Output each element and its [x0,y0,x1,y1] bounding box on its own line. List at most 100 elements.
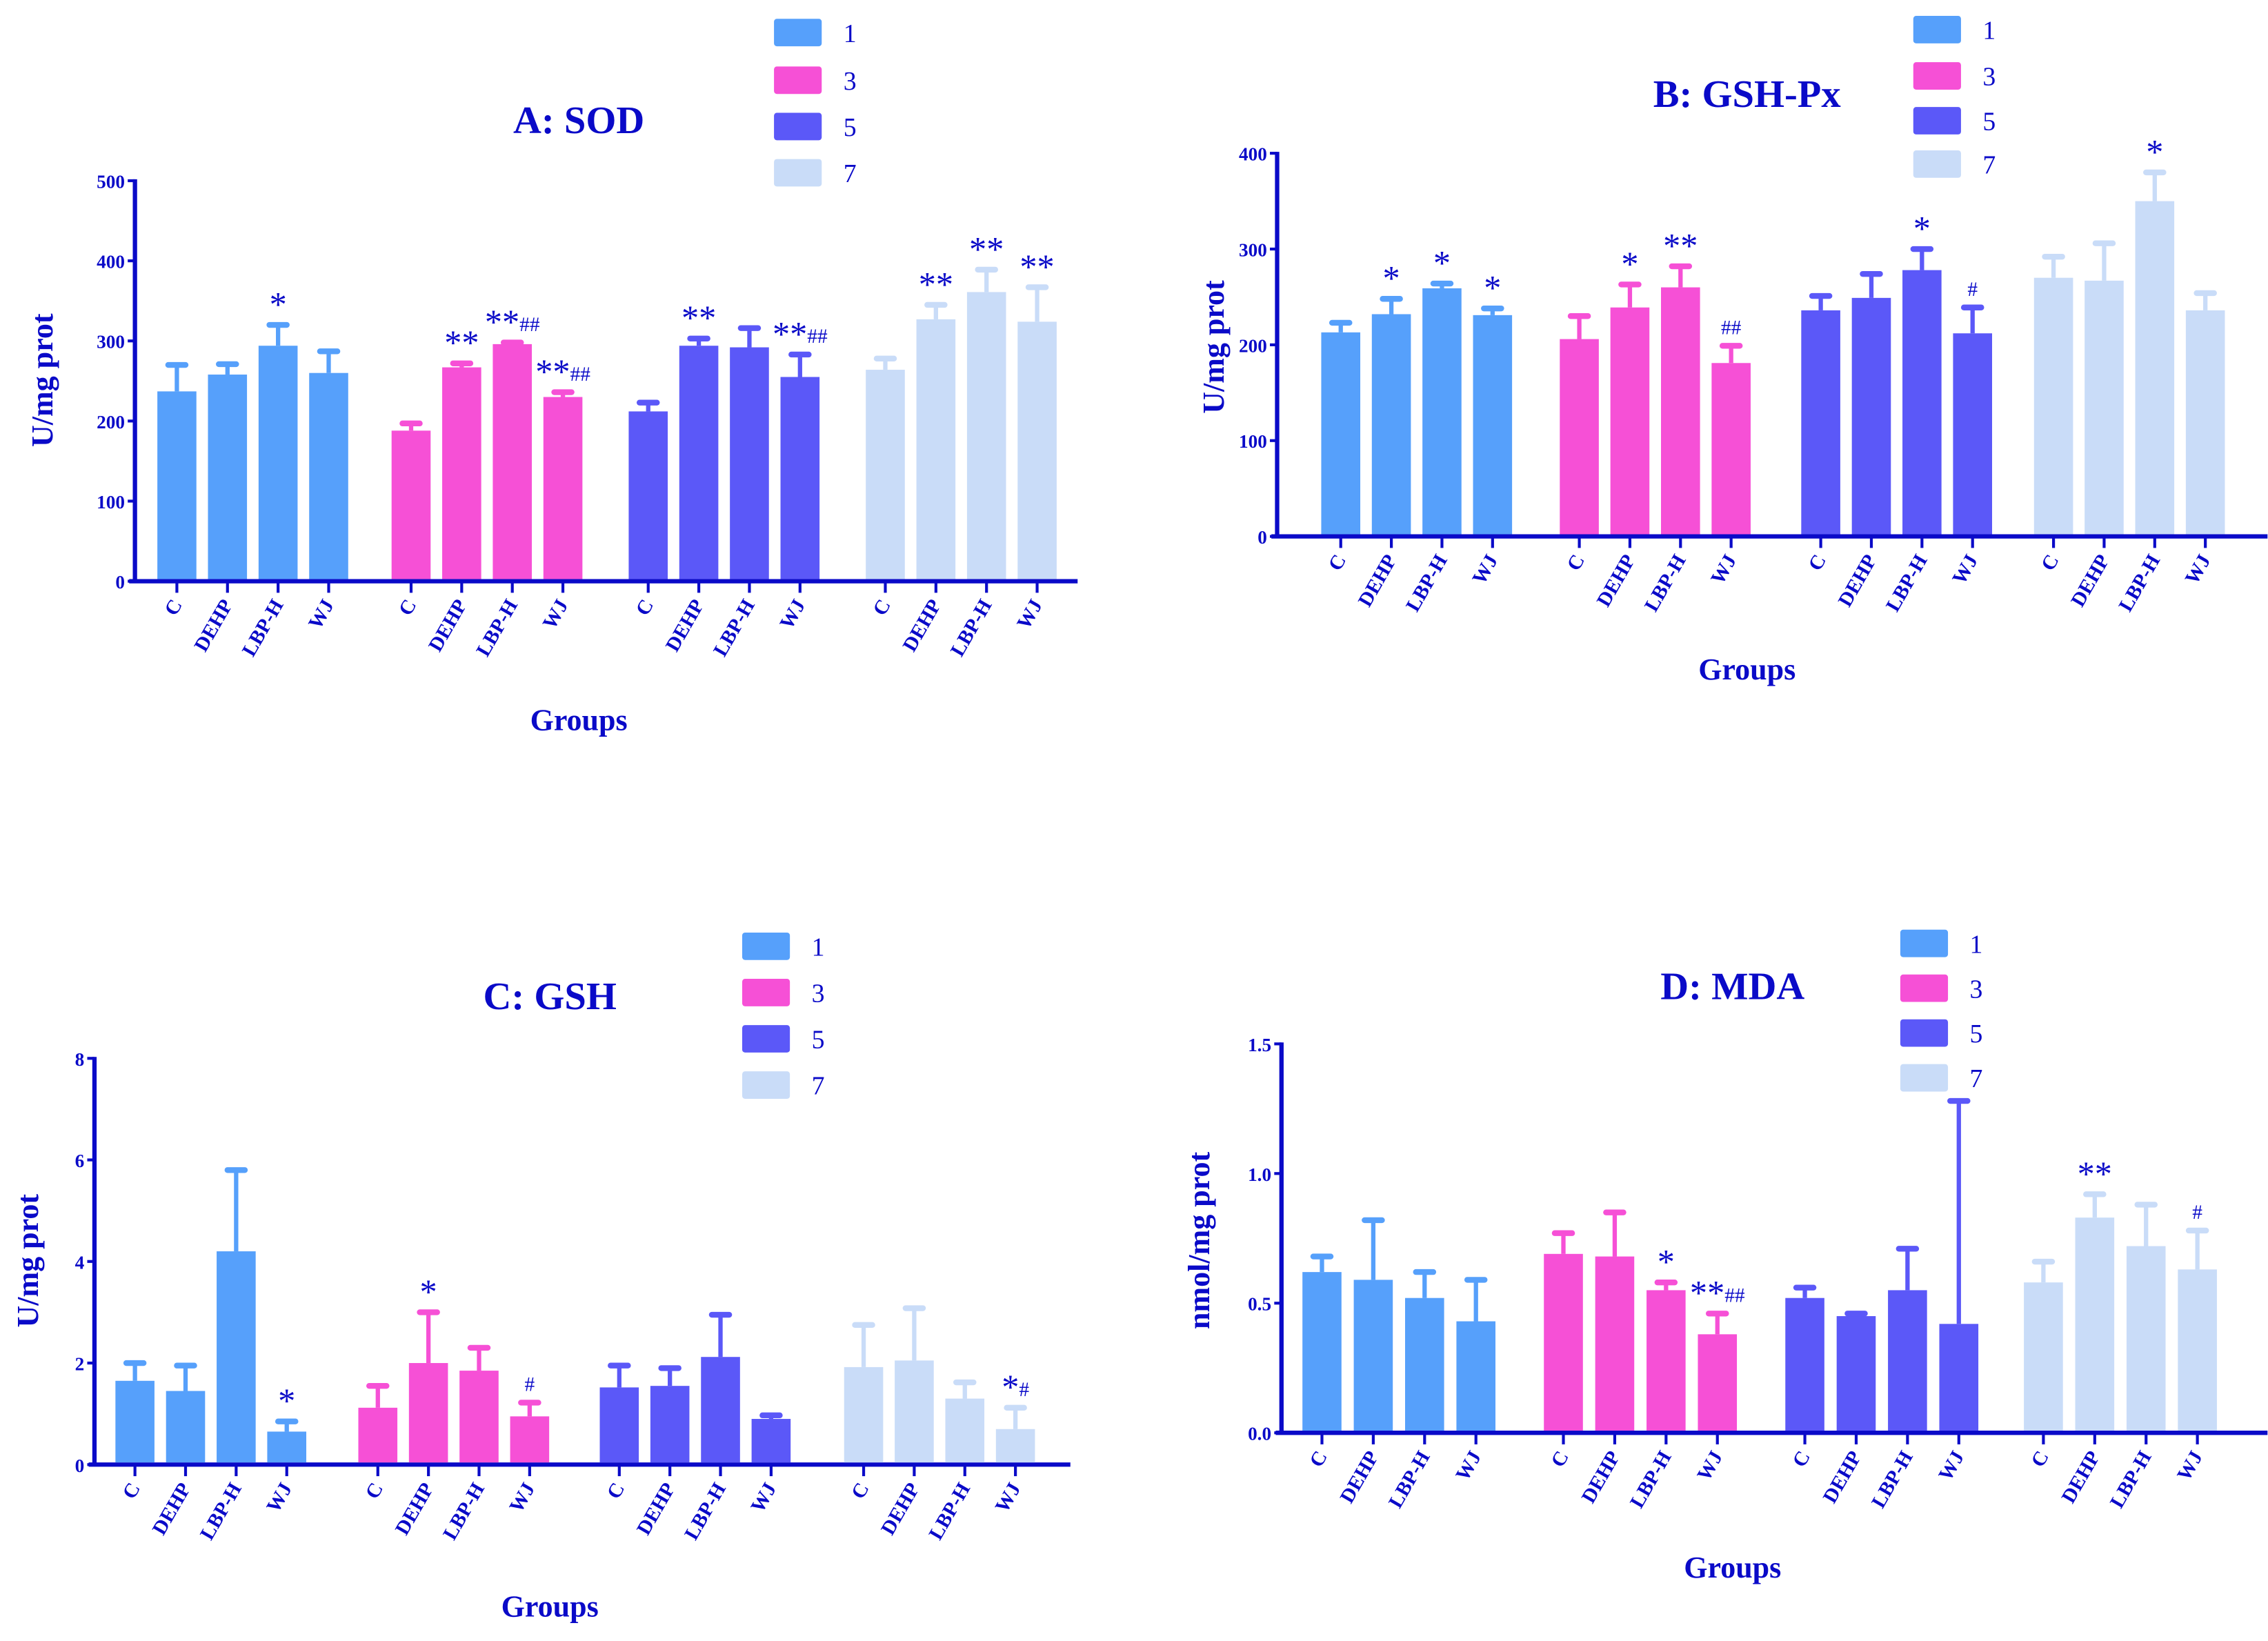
legend-label: 1 [1982,17,1996,46]
bar-5-wj [1953,333,1992,535]
bar-3-lbp-h [459,1371,499,1463]
x-tick-label: C [119,1479,145,1502]
significance-hash: ## [519,314,540,336]
y-tick-label: 200 [1239,335,1267,356]
x-tick-label: LBP-H [946,595,997,660]
significance-stars: ** [773,315,807,353]
bar-5-wj [1939,1324,1979,1431]
bar-7-wj [995,1429,1035,1463]
x-tick-label: C [1563,551,1589,575]
x-tick-label: LBP-H [1867,1447,1918,1512]
bar-3-c [391,430,431,579]
significance-annotation: * [1913,209,1931,248]
significance-annotation: * [2146,132,2163,171]
x-tick-label: LBP-H [1384,1447,1435,1512]
bar-3-dehp [1595,1256,1635,1431]
y-tick-label: 200 [97,412,125,432]
significance-hash: # [1019,1379,1029,1401]
bar-3-c [358,1407,398,1463]
bar-3-c [1560,339,1599,535]
significance-annotation: **## [773,315,828,353]
x-tick-label: DEHP [1336,1447,1383,1507]
y-tick-label: 100 [1239,431,1267,452]
legend-label: 7 [844,159,857,188]
bar-3-lbp-h [493,344,533,579]
x-tick-label: WJ [1013,596,1047,633]
y-tick-label: 1.5 [1248,1035,1271,1055]
significance-annotation: * [1658,1243,1675,1282]
bar-5-c [628,411,668,579]
chart-title: B: GSH-Px [1653,73,1841,116]
bar-5-lbp-h [1902,270,1942,535]
significance-stars: ** [485,303,519,341]
legend-label: 5 [844,113,857,142]
significance-stars: * [1002,1368,1019,1406]
bar-5-lbp-h [730,347,769,579]
x-tick-label: DEHP [662,596,708,656]
chart-title: C: GSH [484,975,617,1018]
y-axis-label: U/mg prot [26,313,59,447]
significance-annotation: * [1621,245,1638,284]
significance-stars: * [278,1382,295,1420]
legend-label: 3 [1982,63,1996,92]
bar-3-dehp [442,367,481,579]
legend-swatch-5 [1900,1019,1949,1047]
significance-stars: ** [969,230,1004,268]
significance-stars: ** [919,265,953,304]
x-tick-label: C [847,1479,873,1502]
significance-annotation: * [1433,243,1451,282]
x-tick-label: DEHP [1354,551,1401,611]
significance-annotation: ** [2078,1155,2112,1193]
x-tick-label: C [1324,551,1351,575]
significance-annotation: * [1484,269,1501,308]
y-tick-label: 1.0 [1248,1164,1271,1185]
significance-stars: * [1433,243,1451,282]
bar-1-lbp-h [217,1251,256,1463]
legend-swatch-7 [1913,150,1961,178]
significance-stars: * [1484,269,1501,308]
bar-5-lbp-h [701,1357,740,1463]
bar-5-wj [751,1419,791,1463]
x-tick-label: LBP-H [2106,1447,2156,1512]
significance-annotation: **## [485,303,540,341]
y-tick-label: 300 [1239,240,1267,261]
chart-panel-a: A: SOD Groups U/mg prot 0 100 200 300 400 500 1 3 5… [26,19,1078,737]
x-tick-label: C [1789,1447,1815,1471]
x-tick-label: LBP-H [472,595,523,660]
x-tick-label: WJ [1707,551,1741,588]
significance-stars: * [420,1273,437,1311]
significance-stars: ** [682,299,716,337]
bar-7-lbp-h [2126,1246,2166,1431]
x-tick-label: LBP-H [925,1479,975,1544]
x-tick-label: LBP-H [709,595,759,660]
legend-label: 3 [812,979,825,1008]
x-tick-label: C [161,596,187,619]
legend-label: 1 [844,19,857,48]
significance-annotation: # [2192,1202,2202,1224]
y-tick-label: 0 [115,572,125,593]
x-tick-label: WJ [1451,1447,1486,1484]
bar-1-lbp-h [1422,288,1462,535]
x-tick-label: LBP-H [1882,551,1932,616]
x-tick-label: WJ [2181,551,2216,588]
x-tick-label: WJ [1469,551,1503,588]
x-tick-label: LBP-H [1402,551,1452,616]
bar-7-c [844,1366,884,1463]
x-tick-label: WJ [747,1479,782,1516]
significance-stars: ** [1019,248,1054,286]
chart-panel-d: D: MDA Groups nmol/mg prot 0.0 0.5 1.0 1.5 1 3 5 7… [1182,929,2268,1584]
legend-swatch-1 [1900,929,1949,957]
x-tick-label: DEHP [391,1479,438,1539]
x-tick-label: LBP-H [1626,1447,1676,1512]
legend-swatch-7 [1900,1064,1949,1092]
legend-swatch-7 [742,1071,790,1099]
significance-stars: * [1913,209,1931,248]
y-tick-label: 400 [97,252,125,272]
x-tick-label: DEHP [1834,551,1881,611]
bar-7-wj [2178,1269,2217,1431]
x-tick-label: LBP-H [439,1479,489,1544]
significance-annotation: * [278,1382,295,1420]
x-tick-label: DEHP [877,1479,924,1539]
bar-1-c [115,1380,155,1463]
